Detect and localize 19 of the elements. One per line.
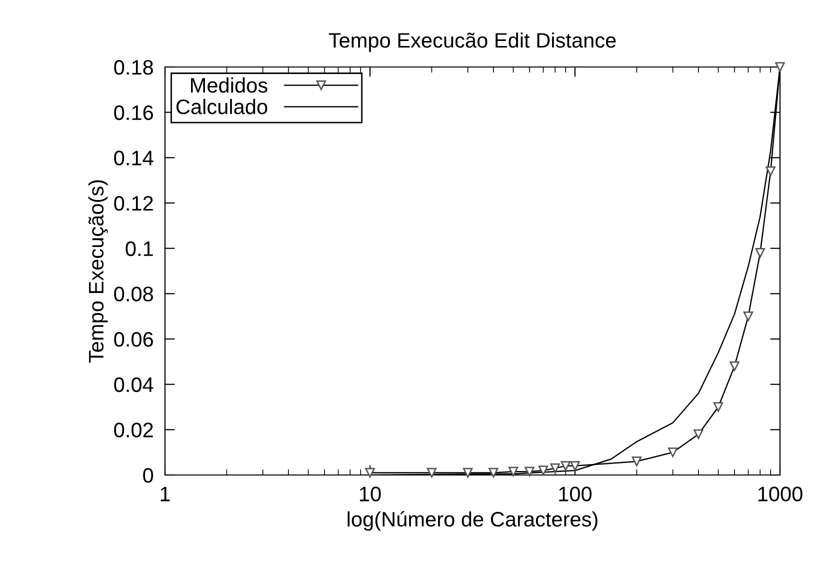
y-tick-label: 0.16 xyxy=(114,105,153,120)
x-axis-title: log(Número de Caracteres) xyxy=(348,511,598,531)
legend-label: Medidos xyxy=(191,77,268,93)
x-tick-label: 100 xyxy=(559,486,592,502)
y-tick-label: 0.04 xyxy=(114,377,154,392)
x-tick-label: 1000 xyxy=(758,486,802,502)
y-tick-label: 0.08 xyxy=(114,286,153,302)
y-tick-label: 0.06 xyxy=(114,332,153,347)
x-tick-label: 1 xyxy=(160,486,170,502)
y-tick-label: 0.1 xyxy=(126,241,153,256)
y-tick-label: 0.12 xyxy=(114,196,153,211)
legend-label: Calculado xyxy=(176,98,268,114)
y-axis-title: Tempo Execução(s) xyxy=(88,180,108,363)
y-tick-label: 0 xyxy=(143,468,154,483)
y-tick-label: 0.14 xyxy=(114,150,154,166)
chart-title: Tempo Execucão Edit Distance xyxy=(328,32,616,52)
y-tick-label: 0.02 xyxy=(114,422,153,438)
y-tick-label: 0.18 xyxy=(114,60,153,75)
x-tick-label: 10 xyxy=(360,486,381,502)
